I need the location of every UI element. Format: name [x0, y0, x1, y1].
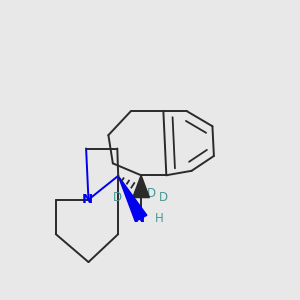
Text: D: D: [113, 191, 122, 204]
Text: H: H: [154, 212, 163, 225]
Polygon shape: [133, 175, 149, 198]
Text: D: D: [159, 191, 168, 204]
Text: D: D: [147, 187, 156, 200]
Polygon shape: [118, 176, 147, 221]
Text: N: N: [81, 193, 93, 206]
Text: N: N: [134, 212, 145, 225]
